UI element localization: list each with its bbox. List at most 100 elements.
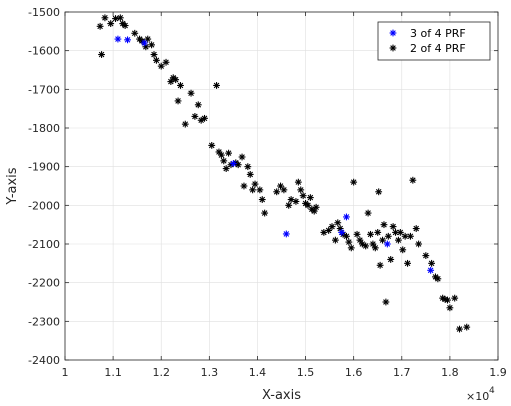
data-point	[194, 101, 202, 109]
data-point	[121, 22, 129, 29]
data-point	[347, 244, 355, 252]
data-point	[280, 186, 288, 194]
data-point	[395, 236, 402, 244]
legend-box	[377, 21, 491, 61]
data-point	[225, 149, 232, 157]
data-point	[131, 29, 139, 37]
data-point	[382, 298, 390, 306]
data-point	[181, 120, 189, 128]
data-point	[338, 229, 346, 236]
data-point	[282, 230, 290, 238]
data-point	[201, 114, 208, 122]
data-point	[356, 236, 364, 244]
data-point	[376, 261, 384, 269]
y-tick-label: -2000	[28, 199, 60, 212]
data-point	[177, 82, 184, 89]
data-point	[174, 97, 182, 105]
data-point	[325, 227, 333, 234]
data-point	[371, 244, 379, 252]
data-point	[140, 39, 148, 47]
x-tick-label: 1.8	[441, 366, 459, 379]
data-point	[427, 266, 435, 274]
data-point	[362, 242, 370, 250]
y-tick-label: -1900	[28, 161, 60, 174]
data-point	[456, 325, 463, 333]
y-tick-label: -1800	[28, 122, 60, 135]
x-tick-label: 1.5	[297, 366, 315, 379]
data-point	[422, 252, 430, 259]
data-point	[404, 259, 411, 267]
data-point	[415, 240, 423, 248]
data-point	[101, 14, 109, 22]
grid-lines	[64, 11, 499, 361]
data-point	[157, 62, 165, 70]
data-point	[299, 192, 307, 200]
data-point	[463, 323, 471, 331]
data-point	[380, 221, 388, 229]
data-point	[244, 163, 252, 171]
y-tick-label: -2400	[28, 354, 60, 367]
data-point	[444, 296, 451, 304]
data-point	[208, 142, 216, 149]
legend: 3 of 4 PRF 2 of 4 PRF	[377, 21, 491, 61]
data-point	[399, 246, 407, 254]
data-point	[294, 178, 302, 186]
legend-label: 3 of 4 PRF	[410, 27, 466, 40]
x-tick-label: 1	[62, 366, 69, 379]
data-point	[150, 51, 158, 58]
data-point	[234, 161, 242, 169]
data-point	[297, 186, 305, 194]
data-point	[114, 35, 122, 43]
data-point	[107, 20, 115, 27]
data-point	[407, 232, 414, 240]
x-tick-label: 1.4	[249, 366, 267, 379]
data-point	[353, 230, 361, 238]
data-point	[389, 223, 397, 230]
legend-marker	[389, 44, 397, 52]
data-point	[292, 198, 300, 205]
data-point	[434, 275, 442, 283]
data-point	[249, 186, 257, 194]
data-point	[273, 188, 281, 196]
data-point	[306, 194, 314, 201]
data-point	[331, 236, 339, 244]
tick-labels: 1 1.1 1.2 1.3 1.4 1.5 1.6 1.7 1.8 1.9 -1500 -1600 -1…	[28, 6, 507, 379]
y-tick-label: -2100	[28, 238, 60, 251]
x-tick-label: 1.7	[393, 366, 411, 379]
data-point	[258, 196, 266, 203]
data-point	[222, 165, 230, 172]
data-point	[396, 229, 404, 236]
data-point	[191, 113, 199, 120]
data-point	[387, 256, 395, 263]
data-point	[379, 236, 386, 244]
data-point	[383, 240, 391, 248]
plot-frame	[64, 11, 499, 361]
data-point	[367, 230, 374, 238]
data-point	[312, 203, 320, 211]
x-tick-label: 1.1	[104, 366, 122, 379]
y-tick-label: -2300	[28, 315, 60, 328]
data-point	[364, 209, 372, 217]
y-tick-label: -1600	[28, 45, 60, 58]
data-point	[124, 36, 131, 44]
tick-marks	[64, 11, 499, 361]
data-point	[451, 294, 459, 302]
data-point	[162, 58, 170, 66]
x-multiplier-exponent: 4	[489, 386, 495, 396]
data-point	[240, 182, 248, 190]
data-point	[285, 201, 293, 209]
data-point	[96, 22, 104, 30]
data-point	[287, 196, 295, 203]
data-point	[343, 213, 350, 221]
data-point	[213, 82, 220, 89]
data-point	[229, 160, 237, 167]
data-point	[375, 188, 383, 196]
data-point	[112, 15, 119, 22]
data-point	[148, 41, 155, 49]
y-tick-label: -1500	[28, 6, 60, 19]
data-point	[251, 180, 259, 188]
data-point	[220, 157, 228, 165]
data-point	[116, 14, 124, 22]
data-point	[409, 176, 417, 184]
data-point	[334, 219, 342, 227]
